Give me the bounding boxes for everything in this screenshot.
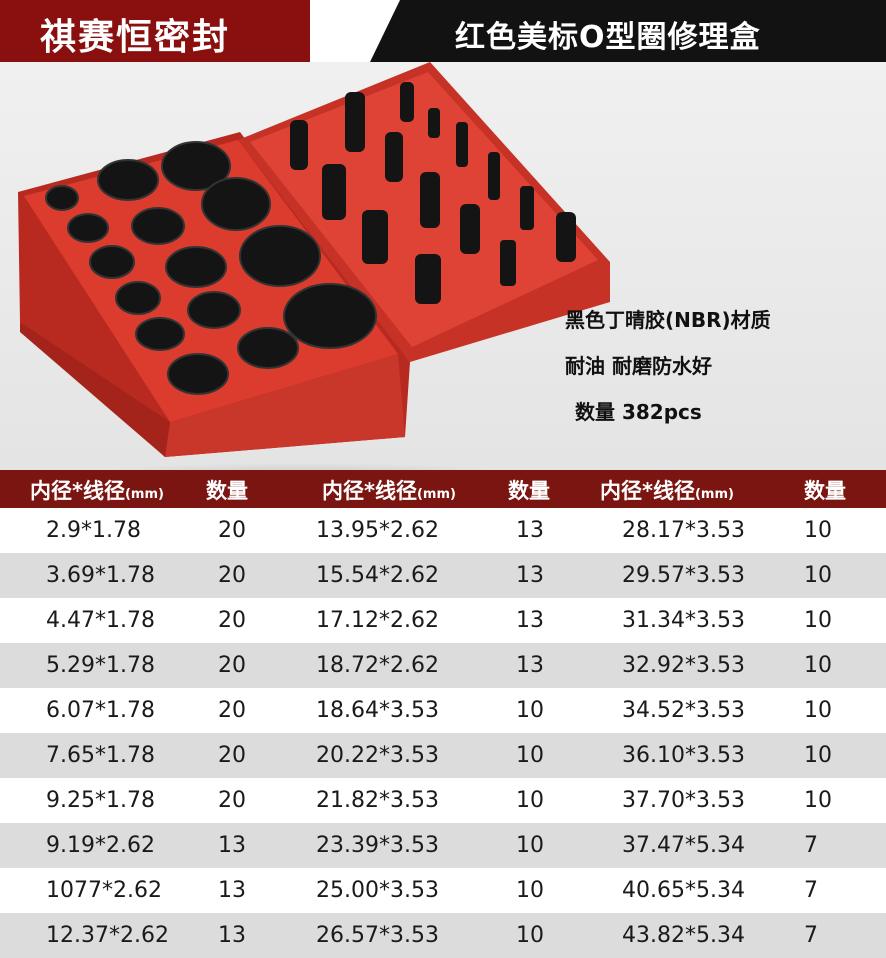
cell-size-3: 29.57*3.53 — [622, 563, 745, 588]
cell-size-3: 37.70*3.53 — [622, 788, 745, 813]
o-ring-stacks — [290, 82, 576, 304]
header-size-1: 内径*线径(mm) — [30, 479, 164, 503]
cell-size-2: 13.95*2.62 — [316, 518, 439, 543]
cell-qty-2: 10 — [516, 743, 544, 768]
cell-qty-2: 13 — [516, 608, 544, 633]
cell-qty-1: 20 — [218, 743, 246, 768]
table-header: 内径*线径(mm) 数量 内径*线径(mm) 数量 内径*线径(mm) 数量 — [0, 470, 886, 508]
table-row: 12.37*2.62 13 26.57*3.53 10 43.82*5.34 7 — [0, 913, 886, 958]
header-qty-3: 数量 — [804, 479, 846, 503]
cell-size-1: 1077*2.62 — [46, 878, 162, 903]
quantity-text: 数量 382pcs — [575, 400, 702, 424]
cell-qty-1: 20 — [218, 518, 246, 543]
cell-size-2: 18.64*3.53 — [316, 698, 439, 723]
header-size-2: 内径*线径(mm) — [322, 479, 456, 503]
cell-qty-1: 20 — [218, 788, 246, 813]
cell-qty-3: 10 — [804, 698, 832, 723]
header-size-3: 内径*线径(mm) — [600, 479, 734, 503]
cell-size-2: 15.54*2.62 — [316, 563, 439, 588]
cell-size-1: 3.69*1.78 — [46, 563, 155, 588]
cell-size-3: 28.17*3.53 — [622, 518, 745, 543]
table-row: 4.47*1.78 20 17.12*2.62 13 31.34*3.53 10 — [0, 598, 886, 643]
cell-size-1: 7.65*1.78 — [46, 743, 155, 768]
cell-qty-1: 13 — [218, 878, 246, 903]
product-photo-area: 黑色丁晴胶(NBR)材质 耐油 耐磨防水好 数量 382pcs — [0, 62, 886, 512]
table-row: 1077*2.62 13 25.00*3.53 10 40.65*5.34 7 — [0, 868, 886, 913]
cell-qty-2: 10 — [516, 698, 544, 723]
cell-size-3: 32.92*3.53 — [622, 653, 745, 678]
table-row: 9.19*2.62 13 23.39*3.53 10 37.47*5.34 7 — [0, 823, 886, 868]
cell-size-3: 40.65*5.34 — [622, 878, 745, 903]
cell-size-1: 2.9*1.78 — [46, 518, 141, 543]
cell-qty-3: 7 — [804, 878, 818, 903]
cell-size-3: 36.10*3.53 — [622, 743, 745, 768]
cell-qty-3: 10 — [804, 518, 832, 543]
o-ring-kit-illustration — [18, 62, 610, 457]
cell-size-2: 20.22*3.53 — [316, 743, 439, 768]
header-qty-1: 数量 — [206, 479, 248, 503]
cell-qty-3: 10 — [804, 608, 832, 633]
cell-qty-3: 7 — [804, 923, 818, 948]
cell-qty-3: 10 — [804, 563, 832, 588]
title-block — [370, 0, 886, 62]
cell-qty-1: 20 — [218, 608, 246, 633]
brand-block: 祺赛恒密封 — [0, 0, 310, 62]
cell-qty-2: 10 — [516, 923, 544, 948]
cell-qty-2: 13 — [516, 518, 544, 543]
cell-qty-3: 7 — [804, 833, 818, 858]
cell-qty-3: 10 — [804, 788, 832, 813]
cell-size-3: 43.82*5.34 — [622, 923, 745, 948]
cell-size-2: 21.82*3.53 — [316, 788, 439, 813]
material-text: 黑色丁晴胶(NBR)材质 — [565, 308, 771, 332]
o-ring-wells — [45, 141, 377, 395]
cell-qty-2: 13 — [516, 563, 544, 588]
features-text: 耐油 耐磨防水好 — [565, 354, 712, 378]
cell-qty-1: 20 — [218, 698, 246, 723]
cell-qty-3: 10 — [804, 743, 832, 768]
cell-qty-1: 20 — [218, 653, 246, 678]
cell-size-1: 6.07*1.78 — [46, 698, 155, 723]
header-qty-2: 数量 — [508, 479, 550, 503]
cell-qty-2: 10 — [516, 878, 544, 903]
cell-size-2: 18.72*2.62 — [316, 653, 439, 678]
cell-size-1: 9.25*1.78 — [46, 788, 155, 813]
cell-size-2: 26.57*3.53 — [316, 923, 439, 948]
cell-size-3: 31.34*3.53 — [622, 608, 745, 633]
table-row: 5.29*1.78 20 18.72*2.62 13 32.92*3.53 10 — [0, 643, 886, 688]
product-title: 红色美标O型圈修理盒 — [455, 20, 761, 55]
cell-qty-2: 10 — [516, 788, 544, 813]
cell-size-2: 23.39*3.53 — [316, 833, 439, 858]
cell-size-3: 34.52*3.53 — [622, 698, 745, 723]
cell-qty-1: 13 — [218, 923, 246, 948]
table-row: 7.65*1.78 20 20.22*3.53 10 36.10*3.53 10 — [0, 733, 886, 778]
cell-size-3: 37.47*5.34 — [622, 833, 745, 858]
cell-qty-1: 20 — [218, 563, 246, 588]
table-row: 9.25*1.78 20 21.82*3.53 10 37.70*3.53 10 — [0, 778, 886, 823]
cell-size-1: 4.47*1.78 — [46, 608, 155, 633]
spec-table: 内径*线径(mm) 数量 内径*线径(mm) 数量 内径*线径(mm) 数量 2… — [0, 470, 886, 958]
cell-qty-1: 13 — [218, 833, 246, 858]
table-row: 6.07*1.78 20 18.64*3.53 10 34.52*3.53 10 — [0, 688, 886, 733]
cell-qty-2: 10 — [516, 833, 544, 858]
table-row: 3.69*1.78 20 15.54*2.62 13 29.57*3.53 10 — [0, 553, 886, 598]
cell-size-2: 25.00*3.53 — [316, 878, 439, 903]
cell-size-1: 12.37*2.62 — [46, 923, 169, 948]
cell-size-1: 5.29*1.78 — [46, 653, 155, 678]
header-banner: 祺赛恒密封 红色美标O型圈修理盒 — [0, 0, 886, 62]
cell-qty-2: 13 — [516, 653, 544, 678]
table-row: 2.9*1.78 20 13.95*2.62 13 28.17*3.53 10 — [0, 508, 886, 553]
cell-size-1: 9.19*2.62 — [46, 833, 155, 858]
brand-name: 祺赛恒密封 — [40, 16, 231, 58]
cell-size-2: 17.12*2.62 — [316, 608, 439, 633]
cell-qty-3: 10 — [804, 653, 832, 678]
